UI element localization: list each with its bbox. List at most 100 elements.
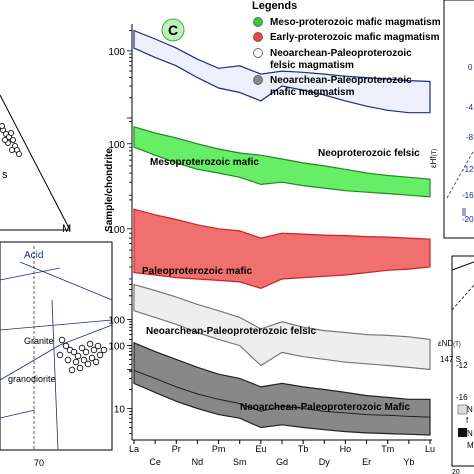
legend-item-1: Meso-proterozoic mafic magmatism [253, 17, 441, 28]
nd-legend-swatch-dark [458, 428, 467, 437]
field-line [0, 267, 61, 281]
x-tick-label-top: Eu [255, 444, 266, 454]
y-tick-label: 100 [108, 316, 125, 327]
nd-legend-n1: N [467, 405, 473, 414]
x-tick-label-bottom: Nd [192, 457, 204, 467]
nd-tick-m12: -12 [456, 361, 468, 370]
y-axis-label: Sample/chondrite [104, 148, 115, 232]
granite-label: Granite [24, 336, 54, 346]
field-line [51, 299, 59, 451]
hf-tick-m8: -8 [466, 133, 474, 142]
hf-tick-m4: -4 [466, 103, 474, 112]
ternary-point [9, 136, 16, 143]
panel-2 [133, 125, 431, 198]
classification-point [78, 344, 86, 352]
classification-point [86, 340, 94, 348]
hf-frame [443, 0, 474, 239]
inner-profile-line [133, 370, 431, 418]
envelope-4 [133, 283, 431, 371]
classification-point [96, 351, 104, 359]
nd-tick-m16: -16 [456, 393, 468, 402]
x-tick-label-top: Pm [212, 444, 226, 454]
ternary-vertex-m: M [62, 223, 71, 235]
hf-marker [462, 208, 466, 216]
y-tick-label: 100 [108, 341, 125, 352]
envelope-1 [133, 29, 431, 114]
classification-point [82, 348, 90, 356]
legend-label: Meso-proterozoic mafic magmatism [270, 17, 441, 28]
field-line [0, 409, 36, 419]
x-tick-label-top: Lu [425, 444, 435, 454]
end-label: εND(T) [438, 339, 461, 348]
panel-3 [133, 208, 431, 289]
ternary-point [8, 146, 15, 153]
ternary-point [0, 123, 5, 129]
field-line [0, 319, 113, 331]
hf-tick-m20: -20 [462, 215, 474, 224]
classification-point [92, 358, 100, 366]
nd-line [451, 261, 474, 271]
legend-marker [253, 17, 263, 27]
legend-title: Legends [252, 0, 297, 12]
legend-marker [253, 75, 263, 85]
classification-point [80, 356, 88, 364]
panel-label-4: Neoarchean-Paleoproterozoic felsic [146, 326, 316, 337]
ternary-edge [0, 94, 71, 231]
x-tick-label-bottom: Sm [233, 457, 247, 467]
y-tick-label: 100 [108, 47, 125, 58]
legend-marker [253, 48, 263, 58]
envelope-5 [133, 341, 431, 436]
nd-legend-swatch-light [457, 404, 468, 415]
x-tick-label-bottom: Ce [149, 457, 161, 467]
classification-point [62, 342, 70, 350]
ehf-label: εHf(T) [429, 149, 438, 168]
legend-item-2: Early-proterozoic mafic magmatism [253, 32, 440, 43]
chart-panels [133, 29, 431, 436]
panel-label-1: Neoproterozoic felsic [318, 148, 420, 159]
classification-point [84, 360, 92, 368]
legend-label-line2: felsic magmatism [270, 60, 354, 71]
x-ticks: La Pr Pm Eu Tb Ho Tm Lu Ce Nd Sm Gd Dy Er Yb [129, 440, 435, 467]
y-axis-panel-5: 100 10 [108, 336, 133, 440]
y-tick-label: 100 [108, 225, 125, 236]
envelope-3 [133, 208, 431, 289]
classification-point [90, 346, 98, 354]
classification-title: Acid [24, 250, 43, 261]
panel-label-3: Paleoproterozoic mafic [142, 266, 252, 277]
classification-point [74, 352, 82, 360]
ternary-points [0, 123, 22, 157]
x-tick-label-top: Ho [340, 444, 352, 454]
granodiorite-label: granodiorite [8, 374, 56, 384]
panel-label-5: Neoarchean-Paleoproterozoic Mafic [240, 402, 410, 413]
panel-badge-circle [161, 18, 185, 42]
legend-label: Neoarchean-Paleoproterozoic [270, 48, 412, 59]
ternary-point [2, 136, 8, 143]
right-hf-panel: εHf(T) 0 -4 -8 -12 -16 -20 [429, 0, 474, 239]
x-tick-label-top: Tm [381, 444, 394, 454]
nd-legend-n2: N [467, 429, 473, 438]
hf-tick-m16: -16 [462, 191, 474, 200]
panel-label-2: Mesoproterozoic mafic [150, 157, 259, 168]
ternary-point [7, 129, 14, 136]
classification-point [56, 351, 64, 359]
field-line [19, 261, 113, 301]
legend-label: Early-proterozoic mafic magmatism [270, 32, 440, 43]
classification-point [70, 348, 78, 356]
panel-badge-letter: C [168, 22, 178, 38]
panel-1 [133, 29, 431, 114]
legend: Legends Meso-proterozoic mafic magmatism… [252, 0, 441, 98]
hf-tick-0: 0 [468, 63, 473, 72]
hf-dashed-line [446, 149, 474, 199]
nd-bottom-tick: 20 [452, 469, 460, 474]
classification-point [94, 342, 102, 350]
classification-frame [0, 241, 113, 451]
hf-tick-m12: -12 [462, 165, 474, 174]
classification-point [76, 364, 84, 372]
classification-point [88, 354, 96, 362]
classification-point [58, 336, 66, 344]
panel-labels: Neoproterozoic felsic Mesoproterozoic maf… [142, 148, 420, 413]
x-tick-label-top: Tb [298, 444, 309, 454]
nd-frame [451, 255, 474, 467]
